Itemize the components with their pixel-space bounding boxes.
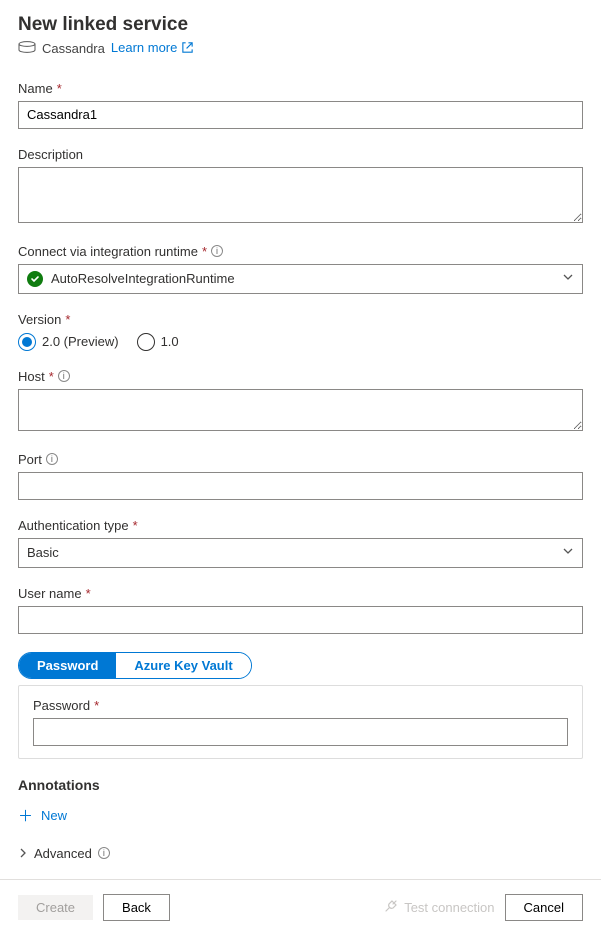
plus-icon: ＋	[18, 805, 33, 826]
runtime-label: Connect via integration runtime* i	[18, 244, 583, 259]
info-icon[interactable]: i	[98, 847, 110, 859]
cancel-button[interactable]: Cancel	[505, 894, 583, 921]
tab-password[interactable]: Password	[19, 653, 116, 678]
create-button: Create	[18, 895, 93, 920]
footer-bar: Create Back Test connection Cancel	[0, 879, 601, 935]
page-title: New linked service	[18, 14, 583, 36]
version-radio-1-0[interactable]: 1.0	[137, 333, 179, 351]
back-button[interactable]: Back	[103, 894, 170, 921]
check-circle-icon	[27, 271, 43, 287]
host-input[interactable]	[18, 389, 583, 431]
chevron-right-icon	[18, 846, 28, 861]
annotations-heading: Annotations	[18, 777, 583, 793]
connector-row: Cassandra Learn more	[18, 40, 583, 57]
external-link-icon	[181, 41, 194, 57]
auth-type-select[interactable]: Basic	[18, 538, 583, 568]
test-connection-button: Test connection	[384, 899, 494, 916]
version-radio-2-0[interactable]: 2.0 (Preview)	[18, 333, 119, 351]
connector-name: Cassandra	[42, 41, 105, 56]
port-input[interactable]	[18, 472, 583, 500]
port-label: Port i	[18, 452, 583, 467]
name-input[interactable]	[18, 101, 583, 129]
learn-more-link[interactable]: Learn more	[111, 40, 194, 57]
version-label: Version *	[18, 312, 583, 327]
password-label: Password *	[33, 698, 568, 713]
password-source-tabs: Password Azure Key Vault	[18, 652, 252, 679]
tab-azure-key-vault[interactable]: Azure Key Vault	[116, 653, 250, 678]
username-input[interactable]	[18, 606, 583, 634]
add-annotation-button[interactable]: ＋ New	[18, 803, 67, 828]
info-icon[interactable]: i	[211, 245, 223, 257]
info-icon[interactable]: i	[58, 370, 70, 382]
description-label: Description	[18, 147, 583, 162]
advanced-toggle[interactable]: Advanced i	[18, 846, 583, 861]
runtime-select[interactable]: AutoResolveIntegrationRuntime	[18, 264, 583, 294]
name-label: Name*	[18, 81, 583, 96]
cassandra-icon	[18, 40, 36, 56]
description-input[interactable]	[18, 167, 583, 223]
chevron-down-icon	[562, 545, 574, 560]
chevron-down-icon	[562, 271, 574, 286]
auth-type-label: Authentication type *	[18, 518, 583, 533]
password-input[interactable]	[33, 718, 568, 746]
info-icon[interactable]: i	[46, 453, 58, 465]
plug-icon	[384, 899, 398, 916]
username-label: User name *	[18, 586, 583, 601]
host-label: Host * i	[18, 369, 583, 384]
